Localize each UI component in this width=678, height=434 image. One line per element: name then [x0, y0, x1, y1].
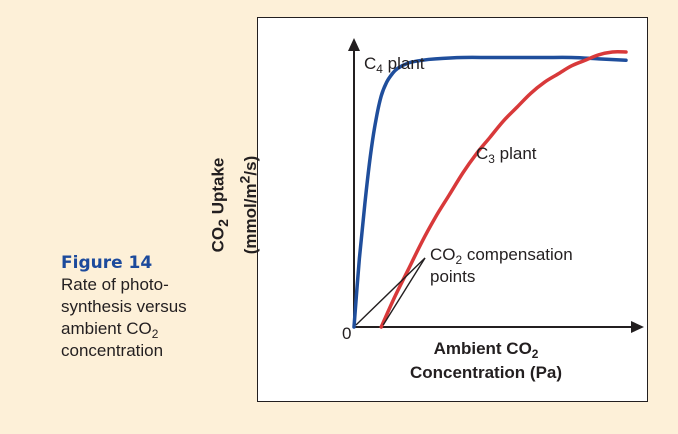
y-axis-title-line-2: (mmol/m2/s)	[235, 85, 263, 325]
y-axis-title-sub: 2	[215, 219, 232, 227]
x-axis-title-line-2: Concentration (Pa)	[409, 363, 563, 382]
figure-label: Figure 14	[61, 253, 153, 273]
annotation-line-1-post: compensation	[462, 245, 573, 264]
series-lines	[352, 50, 628, 329]
compensation-points-label: CO2 compensation points	[430, 244, 573, 288]
y-axis-title-pre: CO	[208, 226, 228, 253]
annotation-line-1: CO2 compensation	[430, 244, 573, 266]
y-axis-unit-sup: 2	[237, 175, 254, 184]
y-axis-unit-post: /s)	[241, 155, 261, 176]
series-label-c4-sub: 4	[376, 62, 383, 77]
y-axis-title: CO2 Uptake (mmol/m2/s)	[207, 85, 262, 325]
chart-panel	[257, 17, 648, 402]
figure-caption: Figure 14 Rate of photo- synthesis versu…	[61, 252, 231, 362]
caption-line-3-text: ambient CO	[61, 319, 152, 338]
series-label-c3-main: C	[476, 144, 489, 163]
x-axis-title-main: Ambient CO	[433, 339, 532, 358]
caption-line-2: synthesis versus	[61, 297, 187, 316]
x-axis-arrow	[631, 321, 644, 333]
x-axis-title-line-1: Ambient CO2	[374, 337, 598, 361]
caption-line-1: Rate of photo-	[61, 275, 169, 294]
annotation-pointers	[355, 257, 426, 326]
c3-plant-curve	[379, 50, 628, 329]
annotation-line-2: points	[430, 267, 476, 286]
annotation-line-1-pre: CO	[430, 245, 456, 264]
series-label-c3-sub: 3	[488, 152, 495, 167]
caption-line-3-sub: 2	[151, 327, 159, 342]
axes	[348, 38, 644, 333]
y-axis-unit-pre: (mmol/m	[241, 183, 261, 255]
series-label-c4-main: C	[364, 54, 377, 73]
annotation-line-1-sub: 2	[455, 253, 463, 268]
caption-line-4: concentration	[61, 341, 164, 360]
series-label-c3: C3 plant	[476, 144, 537, 167]
x-axis-title: Ambient CO2 Concentration (Pa)	[374, 337, 598, 385]
x-axis-title-sub: 2	[531, 347, 539, 362]
series-label-c4: C4 plant	[364, 54, 425, 77]
series-label-c3-post: plant	[494, 144, 537, 163]
caption-line-3: ambient CO2	[61, 318, 231, 340]
y-axis-title-line-1: CO2 Uptake	[207, 85, 234, 325]
c4-plant-curve	[352, 55, 628, 329]
y-axis-arrow	[348, 38, 360, 51]
compensation-pointer-1	[355, 257, 426, 326]
y-axis-title-post: Uptake	[208, 157, 228, 220]
origin-label: 0	[342, 324, 352, 343]
series-label-c4-post: plant	[382, 54, 425, 73]
compensation-pointer-2	[382, 257, 426, 326]
